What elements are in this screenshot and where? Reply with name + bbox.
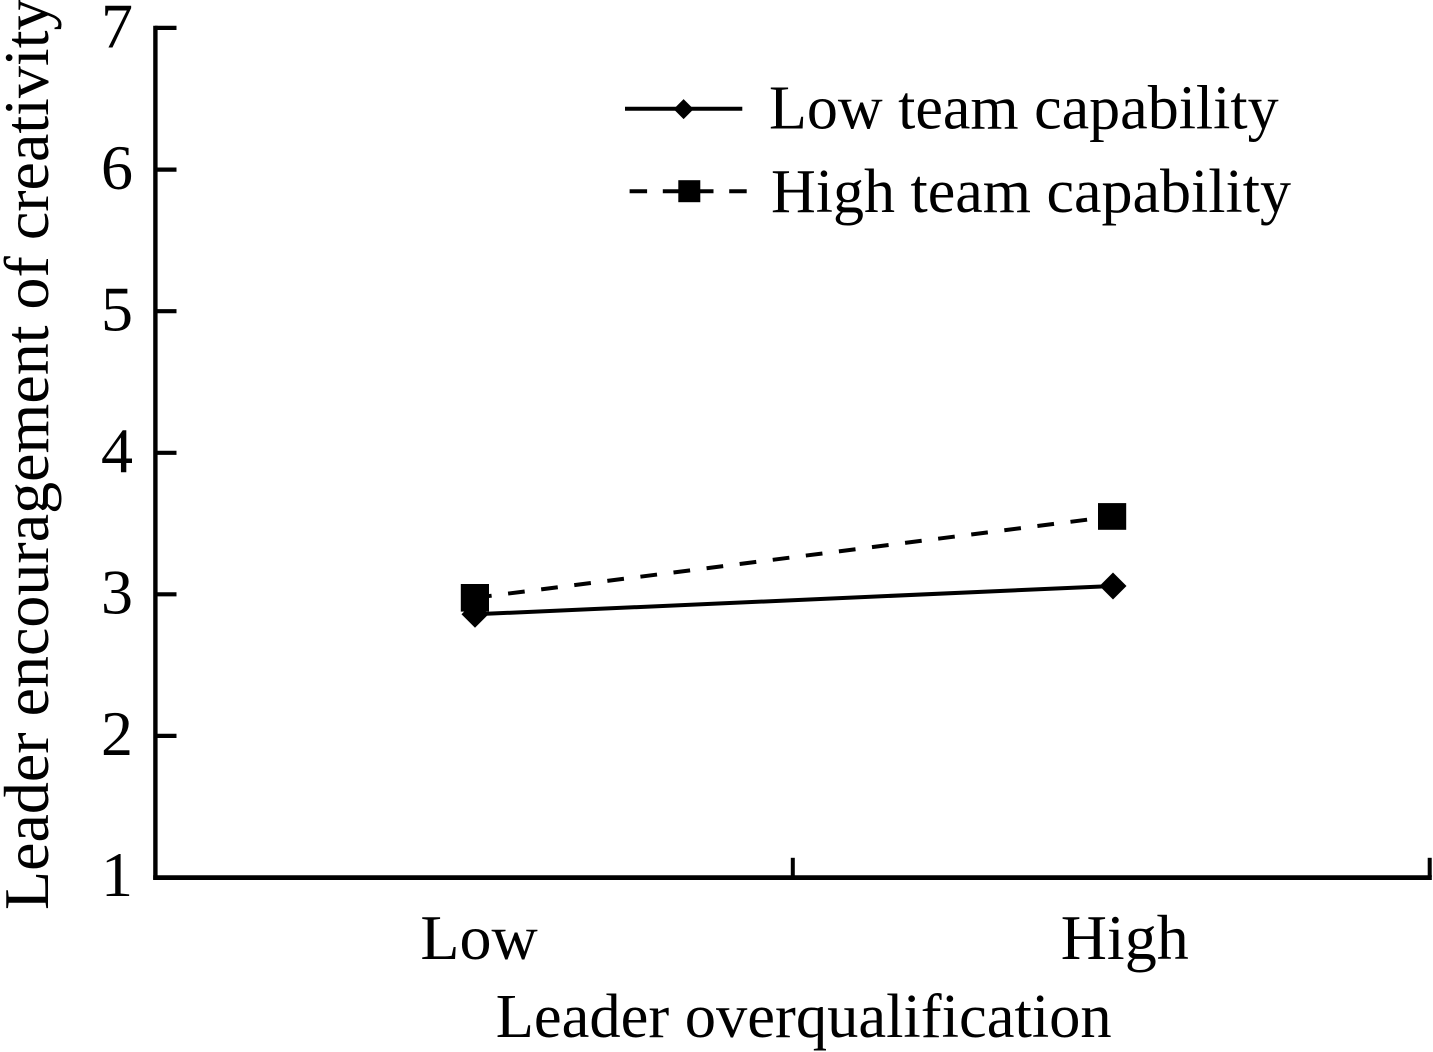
- svg-text:4: 4: [101, 415, 133, 486]
- svg-text:High: High: [1061, 902, 1189, 973]
- svg-text:Leader overqualification: Leader overqualification: [496, 981, 1112, 1051]
- svg-text:3: 3: [101, 557, 133, 628]
- svg-text:7: 7: [101, 0, 133, 62]
- svg-text:Low: Low: [420, 902, 537, 973]
- svg-text:Leader encouragement of creati: Leader encouragement of creativity: [0, 0, 62, 910]
- svg-text:5: 5: [101, 274, 133, 345]
- svg-text:6: 6: [101, 132, 133, 203]
- svg-text:2: 2: [101, 698, 133, 769]
- svg-text:High team capability: High team capability: [771, 158, 1291, 226]
- svg-text:Low team capability: Low team capability: [769, 75, 1279, 143]
- svg-text:1: 1: [101, 839, 133, 910]
